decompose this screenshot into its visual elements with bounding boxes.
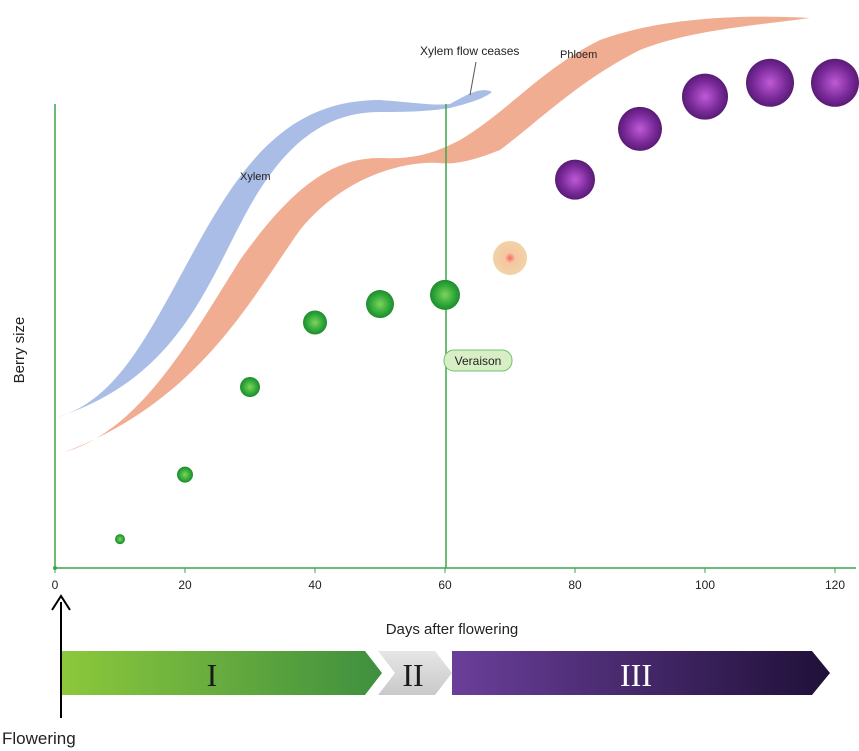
berry-point: [682, 73, 728, 120]
phloem-band: [65, 16, 810, 452]
berry-point: [746, 58, 794, 107]
berry-point: [493, 240, 527, 275]
flowering-arrow-head: [51, 594, 71, 611]
berry-point: [366, 290, 394, 319]
x-tick-label: 100: [695, 578, 715, 592]
berry-points: [115, 58, 859, 545]
berry-point: [303, 310, 327, 335]
xylem-flow-ceases-label: Xylem flow ceases: [420, 44, 519, 58]
x-tick-label: 80: [568, 578, 582, 592]
phloem-label: Phloem: [560, 49, 597, 61]
x-tick-label: 120: [825, 578, 845, 592]
x-tick-label: 20: [178, 578, 192, 592]
xylem-flow-ceases-pointer: [469, 61, 477, 96]
y-axis-title: Berry size: [11, 317, 28, 384]
stage-1-arrow: [62, 651, 382, 695]
xylem-band: [55, 90, 492, 418]
berry-point: [115, 534, 125, 545]
x-axis-title: Days after flowering: [386, 621, 519, 638]
berry-point: [555, 159, 595, 200]
stage-3-arrow: [452, 651, 830, 695]
stage-1-label: I: [207, 657, 218, 693]
stage-2-arrow: [378, 651, 452, 695]
x-tick-label: 60: [438, 578, 452, 592]
stage-2-label: II: [402, 657, 423, 693]
berry-point: [177, 466, 193, 483]
x-ticks: 0 20 40 60 80 100 120: [52, 568, 845, 592]
berry-point: [430, 279, 460, 310]
x-tick-label: 40: [308, 578, 322, 592]
veraison-badge: [443, 349, 513, 372]
x-tick-label: 0: [52, 578, 59, 592]
stage-3-label: III: [620, 657, 652, 693]
berry-point: [811, 58, 859, 107]
berry-point: [618, 106, 662, 151]
flowering-label: Flowering: [2, 729, 76, 748]
veraison-label: Veraison: [455, 354, 502, 368]
berry-point: [240, 377, 260, 398]
xylem-label: Xylem: [240, 171, 271, 183]
